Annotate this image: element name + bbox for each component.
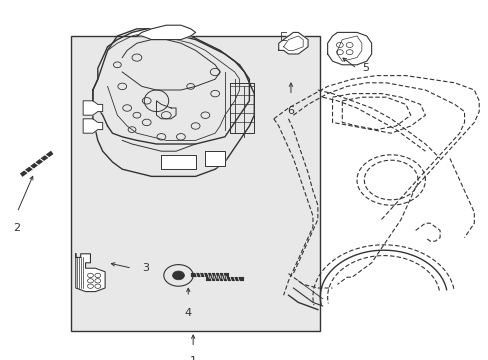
Bar — [71, 36, 320, 331]
Polygon shape — [76, 254, 105, 292]
Text: 2: 2 — [14, 223, 20, 233]
Text: 4: 4 — [184, 308, 191, 318]
Polygon shape — [83, 101, 102, 115]
Text: 6: 6 — [287, 106, 294, 116]
Polygon shape — [161, 155, 195, 169]
Polygon shape — [278, 32, 307, 54]
Polygon shape — [137, 25, 195, 40]
Polygon shape — [83, 119, 102, 133]
Text: 1: 1 — [189, 356, 196, 360]
Polygon shape — [327, 32, 371, 65]
Text: 5: 5 — [361, 63, 368, 73]
Circle shape — [172, 271, 184, 280]
Text: 3: 3 — [142, 263, 148, 273]
Polygon shape — [205, 151, 224, 166]
